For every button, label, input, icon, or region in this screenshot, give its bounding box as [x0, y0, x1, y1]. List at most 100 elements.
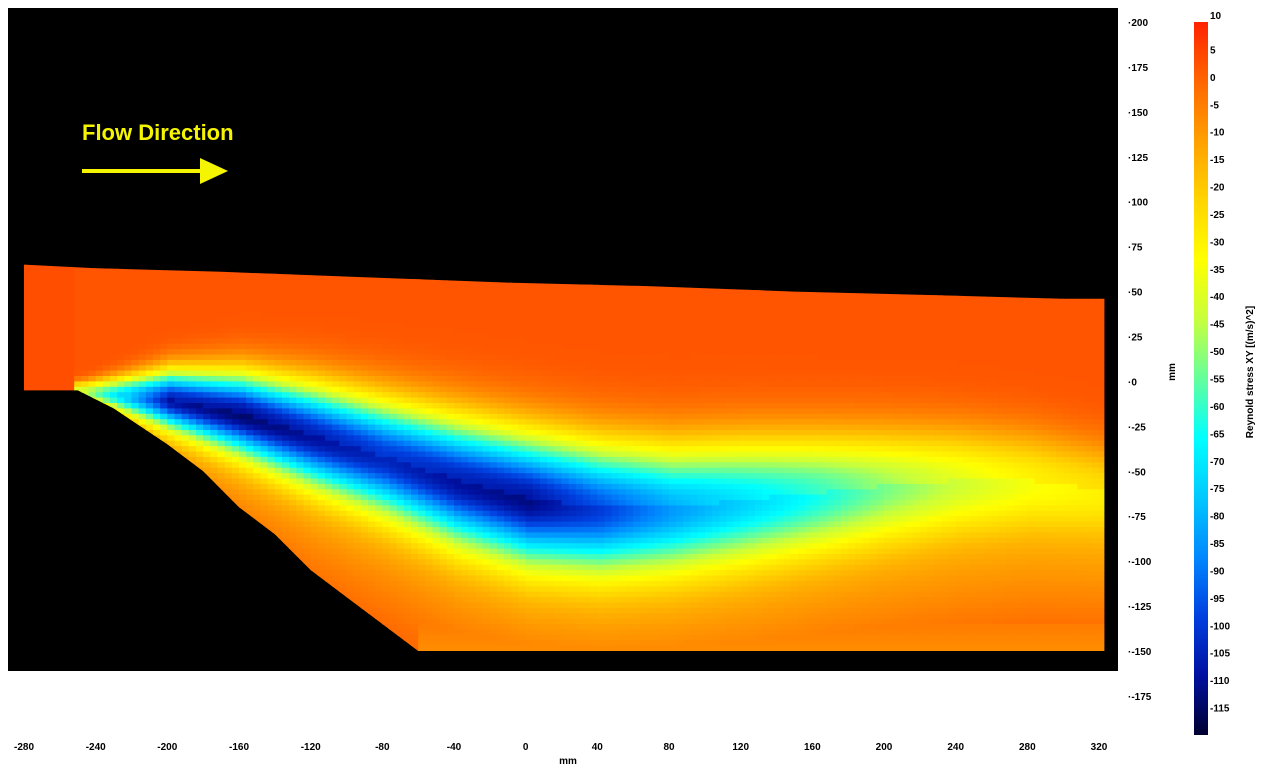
- heatmap-cell: [475, 564, 484, 571]
- heatmap-cell: [325, 424, 333, 431]
- heatmap-cell: [418, 316, 426, 323]
- heatmap-cell: [110, 370, 118, 377]
- heatmap-cell: [31, 381, 39, 388]
- heatmap-cell: [454, 494, 462, 501]
- heatmap-cell: [52, 322, 61, 329]
- heatmap-cell: [59, 289, 68, 296]
- heatmap-cell: [339, 381, 348, 388]
- heatmap-cell: [461, 532, 469, 539]
- heatmap-cell: [368, 419, 376, 426]
- heatmap-cell: [511, 381, 520, 388]
- heatmap-cell: [461, 564, 469, 571]
- heatmap-cell: [210, 430, 219, 436]
- heatmap-cell: [454, 392, 462, 399]
- heatmap-cell: [411, 419, 419, 426]
- heatmap-cell: [224, 403, 233, 409]
- heatmap-cell: [454, 629, 462, 636]
- heatmap-cell: [267, 365, 276, 372]
- heatmap-cell: [253, 376, 262, 382]
- heatmap-cell: [246, 316, 254, 323]
- heatmap-cell: [360, 456, 369, 463]
- heatmap-cell: [217, 273, 226, 280]
- heatmap-cell: [310, 494, 319, 501]
- heatmap-cell: [475, 284, 484, 291]
- heatmap-cell: [446, 527, 455, 533]
- heatmap-cell: [24, 279, 32, 285]
- heatmap-cell: [274, 489, 283, 496]
- heatmap-cell: [167, 295, 176, 302]
- heatmap-cell: [188, 279, 197, 285]
- heatmap-cell: [396, 440, 405, 447]
- heatmap-cell: [325, 392, 333, 399]
- heatmap-cell: [375, 365, 383, 372]
- heatmap-cell: [482, 462, 491, 469]
- heatmap-cell: [461, 381, 469, 388]
- heatmap-cell: [425, 554, 434, 560]
- heatmap-cell: [396, 554, 405, 560]
- heatmap-cell: [274, 279, 283, 285]
- heatmap-cell: [403, 618, 412, 625]
- heatmap-cell: [382, 618, 391, 625]
- heatmap-cell: [360, 316, 369, 323]
- heatmap-cell: [346, 322, 355, 329]
- heatmap-cell: [360, 424, 369, 431]
- heatmap-cell: [339, 586, 348, 593]
- heatmap-cell: [368, 462, 376, 469]
- heatmap-cell: [411, 532, 419, 539]
- heatmap-cell: [239, 478, 247, 485]
- heatmap-cell: [88, 386, 97, 393]
- heatmap-cell: [332, 516, 340, 523]
- heatmap-cell: [239, 376, 247, 382]
- heatmap-cell: [253, 349, 262, 356]
- heatmap-cell: [489, 575, 498, 582]
- heatmap-cell: [446, 446, 455, 453]
- heatmap-cell: [260, 456, 269, 463]
- heatmap-cell: [418, 613, 426, 620]
- heatmap-cell: [45, 305, 54, 312]
- heatmap-cell: [102, 289, 111, 296]
- heatmap-cell: [353, 462, 362, 469]
- heatmap-cell: [303, 403, 312, 409]
- heatmap-cell: [181, 440, 190, 447]
- heatmap-cell: [253, 489, 262, 496]
- heatmap-cell: [282, 478, 290, 485]
- heatmap-cell: [461, 580, 469, 587]
- heatmap-cell: [282, 392, 290, 399]
- heatmap-cell: [52, 343, 61, 350]
- heatmap-cell: [260, 300, 269, 307]
- heatmap-cell: [360, 338, 369, 345]
- heatmap-cell: [246, 343, 254, 350]
- heatmap-cell: [418, 343, 426, 350]
- heatmap-cell: [210, 392, 219, 399]
- heatmap-cell: [260, 273, 269, 280]
- heatmap-cell: [411, 618, 419, 625]
- heatmap-cell: [188, 359, 197, 366]
- heatmap-cell: [239, 322, 247, 329]
- heatmap-cell: [368, 505, 376, 512]
- heatmap-cell: [174, 343, 183, 350]
- heatmap-cell: [368, 365, 376, 372]
- heatmap-cell: [153, 430, 161, 436]
- heatmap-cell: [446, 494, 455, 501]
- heatmap-cell: [418, 575, 426, 582]
- heatmap-cell: [411, 300, 419, 307]
- heatmap-cell: [389, 376, 398, 382]
- heatmap-cell: [504, 300, 512, 307]
- heatmap-cell: [203, 430, 211, 436]
- heatmap-cell: [432, 478, 441, 485]
- heatmap-cell: [425, 311, 434, 318]
- heatmap-cell: [153, 332, 161, 339]
- heatmap-cell: [389, 500, 398, 506]
- heatmap-cell: [489, 483, 498, 490]
- heatmap-cell: [332, 456, 340, 463]
- heatmap-cell: [31, 386, 39, 393]
- heatmap-cell: [31, 300, 39, 307]
- heatmap-cell: [253, 467, 262, 474]
- heatmap-cell: [411, 343, 419, 350]
- heatmap-cell: [239, 305, 247, 312]
- heatmap-cell: [160, 349, 168, 356]
- heatmap-cell: [439, 300, 448, 307]
- heatmap-cell: [497, 403, 505, 409]
- heatmap-cell: [267, 327, 276, 334]
- heatmap-cell: [289, 354, 297, 361]
